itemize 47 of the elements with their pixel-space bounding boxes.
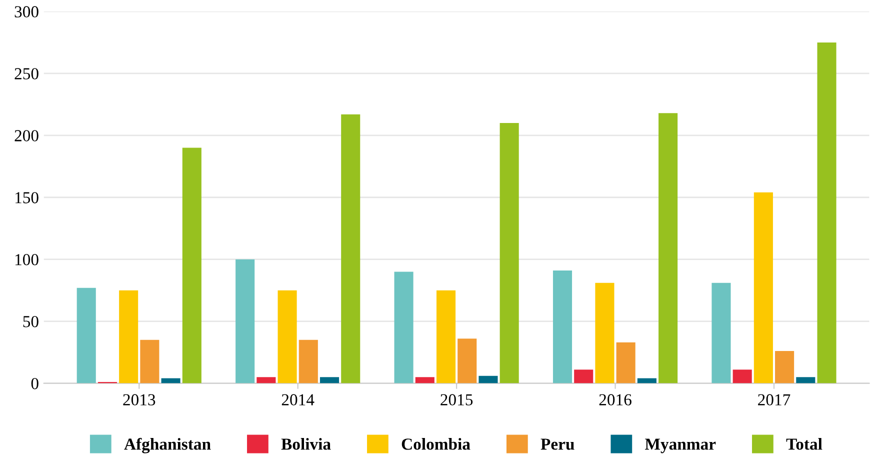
bar bbox=[256, 377, 276, 384]
bar bbox=[817, 42, 836, 384]
bar bbox=[415, 377, 434, 384]
bar bbox=[161, 378, 180, 384]
bar bbox=[712, 282, 731, 384]
legend-label: Bolivia bbox=[281, 438, 331, 450]
bar bbox=[458, 338, 477, 384]
x-tick-label: 2017 bbox=[758, 394, 790, 406]
y-tick-label: 50 bbox=[23, 316, 38, 328]
bar bbox=[732, 370, 752, 384]
bar bbox=[478, 376, 498, 384]
bar bbox=[796, 377, 816, 384]
legend-label: Afghanistan bbox=[124, 438, 211, 454]
bar bbox=[76, 288, 96, 384]
bar bbox=[278, 290, 297, 384]
legend-label: Myanmar bbox=[645, 438, 716, 454]
bar bbox=[574, 370, 594, 384]
x-tick-label: 2015 bbox=[440, 394, 473, 406]
legend-label: Total bbox=[786, 438, 822, 450]
bar bbox=[500, 123, 519, 384]
bar bbox=[754, 192, 773, 384]
bar bbox=[637, 378, 656, 384]
bar bbox=[236, 259, 255, 384]
y-tick-label: 250 bbox=[14, 68, 38, 80]
x-tick-label: 2014 bbox=[282, 394, 314, 406]
bar bbox=[595, 282, 614, 384]
x-tick-label: 2016 bbox=[599, 394, 632, 406]
y-tick-label: 100 bbox=[16, 254, 38, 266]
y-tick-label: 150 bbox=[16, 192, 38, 204]
y-tick-label: 200 bbox=[14, 130, 38, 142]
y-tick-label: 300 bbox=[14, 6, 38, 18]
y-tick-label: 0 bbox=[31, 378, 38, 390]
bar bbox=[552, 270, 572, 384]
bar bbox=[394, 272, 414, 384]
x-tick-label: 2013 bbox=[123, 394, 156, 406]
bar bbox=[182, 148, 202, 384]
bar bbox=[436, 290, 456, 384]
bar bbox=[119, 290, 138, 384]
bar bbox=[298, 340, 318, 384]
legend-label: Colombia bbox=[402, 438, 470, 450]
bar bbox=[140, 340, 160, 384]
legend-label: Peru bbox=[540, 438, 574, 450]
bar bbox=[775, 351, 794, 384]
bar bbox=[341, 114, 360, 384]
bar bbox=[658, 113, 678, 384]
bar bbox=[320, 377, 340, 384]
bar bbox=[616, 342, 636, 384]
